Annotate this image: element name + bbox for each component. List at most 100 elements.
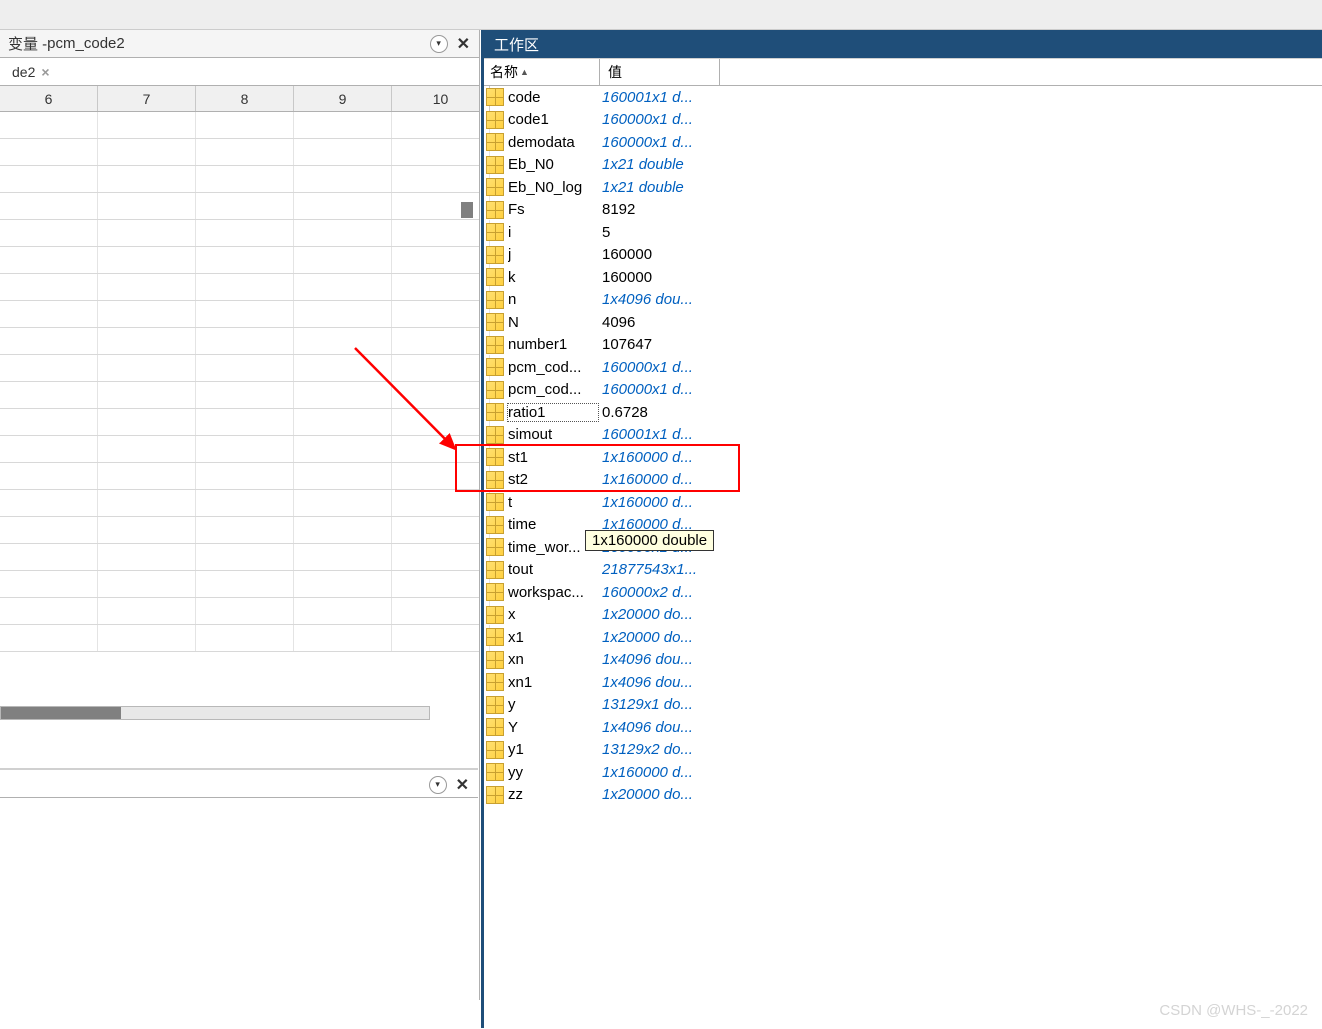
workspace-variable-row[interactable]: n1x4096 dou... [484, 289, 1322, 312]
panel-close-icon[interactable]: ✕ [454, 34, 473, 54]
workspace-variable-row[interactable]: k160000 [484, 266, 1322, 289]
grid-cell[interactable] [392, 382, 490, 408]
variable-tab[interactable]: de2 × [4, 60, 58, 84]
grid-cell[interactable] [0, 355, 98, 381]
grid-cell[interactable] [392, 274, 490, 300]
grid-cell[interactable] [196, 436, 294, 462]
workspace-variable-row[interactable]: code160001x1 d... [484, 86, 1322, 109]
grid-cell[interactable] [392, 328, 490, 354]
grid-cell[interactable] [294, 193, 392, 219]
grid-cell[interactable] [392, 355, 490, 381]
workspace-variable-row[interactable]: y113129x2 do... [484, 739, 1322, 762]
grid-cell[interactable] [196, 301, 294, 327]
workspace-variable-row[interactable]: ratio10.6728 [484, 401, 1322, 424]
grid-cell[interactable] [294, 409, 392, 435]
grid-column-header[interactable]: 9 [294, 86, 392, 111]
grid-cell[interactable] [392, 220, 490, 246]
workspace-variable-row[interactable]: st21x160000 d... [484, 469, 1322, 492]
grid-cell[interactable] [0, 463, 98, 489]
grid-cell[interactable] [0, 571, 98, 597]
workspace-value-column-header[interactable]: 值 [600, 59, 720, 85]
grid-cell[interactable] [294, 328, 392, 354]
grid-cell[interactable] [196, 517, 294, 543]
grid-cell[interactable] [0, 220, 98, 246]
grid-cell[interactable] [294, 355, 392, 381]
grid-cell[interactable] [392, 517, 490, 543]
vertical-scrollbar-thumb[interactable] [461, 202, 473, 218]
workspace-variable-row[interactable]: x1x20000 do... [484, 604, 1322, 627]
grid-cell[interactable] [196, 490, 294, 516]
grid-cell[interactable] [98, 571, 196, 597]
grid-cell[interactable] [294, 544, 392, 570]
grid-cell[interactable] [196, 382, 294, 408]
grid-cell[interactable] [98, 166, 196, 192]
grid-cell[interactable] [98, 274, 196, 300]
grid-cell[interactable] [294, 598, 392, 624]
grid-cell[interactable] [392, 139, 490, 165]
workspace-variable-row[interactable]: pcm_cod...160000x1 d... [484, 356, 1322, 379]
grid-cell[interactable] [98, 463, 196, 489]
grid-cell[interactable] [196, 328, 294, 354]
workspace-variable-row[interactable]: Y1x4096 dou... [484, 716, 1322, 739]
grid-cell[interactable] [98, 193, 196, 219]
workspace-variable-row[interactable]: i5 [484, 221, 1322, 244]
lower-panel-dropdown-icon[interactable]: ▾ [429, 776, 447, 794]
grid-cell[interactable] [196, 463, 294, 489]
grid-cell[interactable] [196, 625, 294, 651]
grid-cell[interactable] [294, 571, 392, 597]
grid-column-header[interactable]: 8 [196, 86, 294, 111]
grid-column-header[interactable]: 6 [0, 86, 98, 111]
grid-cell[interactable] [294, 139, 392, 165]
workspace-variable-row[interactable]: yy1x160000 d... [484, 761, 1322, 784]
grid-cell[interactable] [294, 166, 392, 192]
grid-cell[interactable] [294, 301, 392, 327]
lower-panel-close-icon[interactable]: ✕ [453, 775, 472, 795]
grid-cell[interactable] [0, 382, 98, 408]
grid-cell[interactable] [294, 517, 392, 543]
grid-cell[interactable] [98, 112, 196, 138]
grid-cell[interactable] [0, 139, 98, 165]
grid-cell[interactable] [196, 544, 294, 570]
grid-cell[interactable] [392, 571, 490, 597]
grid-cell[interactable] [0, 625, 98, 651]
grid-cell[interactable] [196, 193, 294, 219]
workspace-variable-row[interactable]: pcm_cod...160000x1 d... [484, 379, 1322, 402]
grid-cell[interactable] [98, 625, 196, 651]
grid-cell[interactable] [196, 571, 294, 597]
panel-menu-dropdown-icon[interactable]: ▾ [430, 35, 448, 53]
workspace-variable-row[interactable]: workspac...160000x2 d... [484, 581, 1322, 604]
grid-cell[interactable] [98, 355, 196, 381]
grid-cell[interactable] [392, 166, 490, 192]
grid-cell[interactable] [196, 112, 294, 138]
grid-cell[interactable] [294, 490, 392, 516]
tab-close-icon[interactable]: × [41, 64, 49, 80]
grid-cell[interactable] [392, 544, 490, 570]
workspace-name-column-header[interactable]: 名称 ▲ [484, 59, 600, 85]
grid-cell[interactable] [0, 517, 98, 543]
workspace-variable-row[interactable]: code1160000x1 d... [484, 109, 1322, 132]
grid-cell[interactable] [0, 166, 98, 192]
grid-cell[interactable] [392, 112, 490, 138]
grid-cell[interactable] [392, 247, 490, 273]
workspace-variable-row[interactable]: zz1x20000 do... [484, 784, 1322, 807]
workspace-variable-row[interactable]: xn11x4096 dou... [484, 671, 1322, 694]
grid-cell[interactable] [196, 598, 294, 624]
grid-cell[interactable] [294, 220, 392, 246]
grid-column-header[interactable]: 10 [392, 86, 490, 111]
grid-column-header[interactable]: 7 [98, 86, 196, 111]
grid-cell[interactable] [0, 544, 98, 570]
workspace-variable-row[interactable]: y13129x1 do... [484, 694, 1322, 717]
workspace-variable-row[interactable]: simout160001x1 d... [484, 424, 1322, 447]
grid-cell[interactable] [98, 598, 196, 624]
grid-cell[interactable] [98, 436, 196, 462]
grid-cell[interactable] [98, 328, 196, 354]
workspace-variable-row[interactable]: Eb_N0_log1x21 double [484, 176, 1322, 199]
grid-cell[interactable] [196, 355, 294, 381]
grid-cell[interactable] [0, 436, 98, 462]
grid-cell[interactable] [0, 598, 98, 624]
workspace-variable-row[interactable]: demodata160000x1 d... [484, 131, 1322, 154]
workspace-variable-row[interactable]: t1x160000 d... [484, 491, 1322, 514]
grid-body[interactable] [0, 112, 479, 652]
grid-cell[interactable] [196, 247, 294, 273]
grid-cell[interactable] [294, 112, 392, 138]
